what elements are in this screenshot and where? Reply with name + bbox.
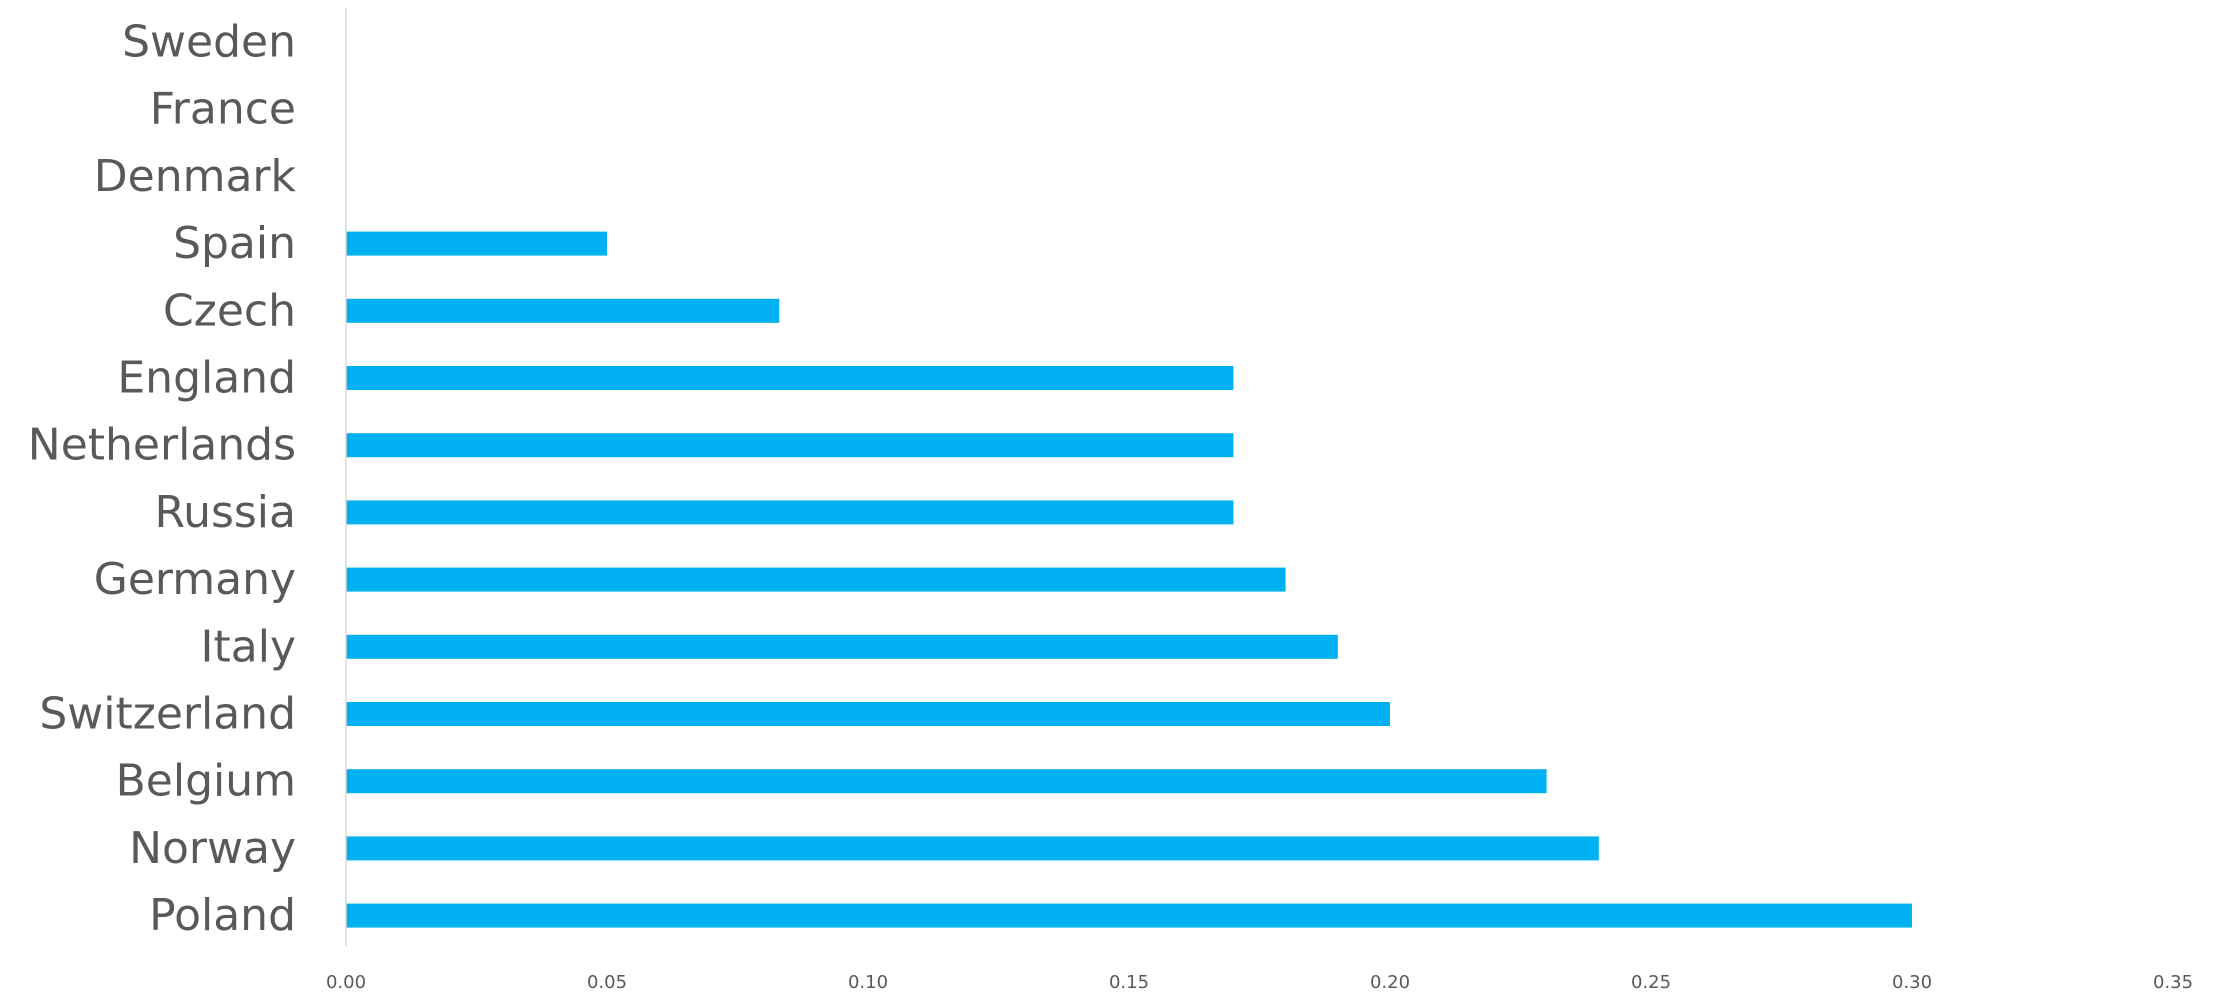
bar-norway — [346, 836, 1599, 861]
category-label-switzerland: Switzerland — [39, 689, 296, 740]
x-tick-label: 0.05 — [587, 972, 627, 993]
bar-germany — [346, 567, 1286, 592]
x-tick-label: 0.35 — [2153, 972, 2193, 993]
category-label-poland: Poland — [149, 890, 296, 941]
category-label-denmark: Denmark — [94, 151, 297, 202]
category-label-france: France — [150, 84, 296, 135]
bar-belgium — [346, 769, 1547, 794]
bar-switzerland — [346, 702, 1390, 726]
category-label-netherlands: Netherlands — [28, 420, 296, 471]
category-label-russia: Russia — [154, 487, 296, 538]
category-label-england: England — [117, 353, 296, 404]
category-label-sweden: Sweden — [122, 17, 296, 68]
bar-poland — [346, 903, 1912, 928]
x-tick-label: 0.00 — [326, 972, 366, 993]
category-label-germany: Germany — [94, 554, 296, 605]
bars-layer — [346, 231, 1912, 928]
x-tick-label: 0.25 — [1631, 972, 1671, 993]
category-label-italy: Italy — [201, 621, 296, 672]
x-tick-label: 0.10 — [848, 972, 888, 993]
category-label-spain: Spain — [173, 218, 296, 269]
x-tick-labels: 0.00 0.05 0.10 0.15 0.20 0.25 0.30 0.35 — [326, 972, 2193, 993]
bar-england — [346, 366, 1234, 390]
x-tick-label: 0.20 — [1370, 972, 1410, 993]
x-tick-label: 0.30 — [1892, 972, 1932, 993]
category-label-czech: Czech — [163, 285, 296, 336]
bar-spain — [346, 231, 607, 256]
category-label-norway: Norway — [129, 823, 296, 874]
bar-russia — [346, 500, 1234, 525]
x-tick-label: 0.15 — [1109, 972, 1149, 993]
bar-czech — [346, 298, 780, 323]
category-labels: Sweden France Denmark Spain Czech England Neth… — [28, 17, 297, 942]
bar-italy — [346, 634, 1338, 659]
bar-netherlands — [346, 433, 1234, 458]
category-label-belgium: Belgium — [116, 756, 296, 807]
